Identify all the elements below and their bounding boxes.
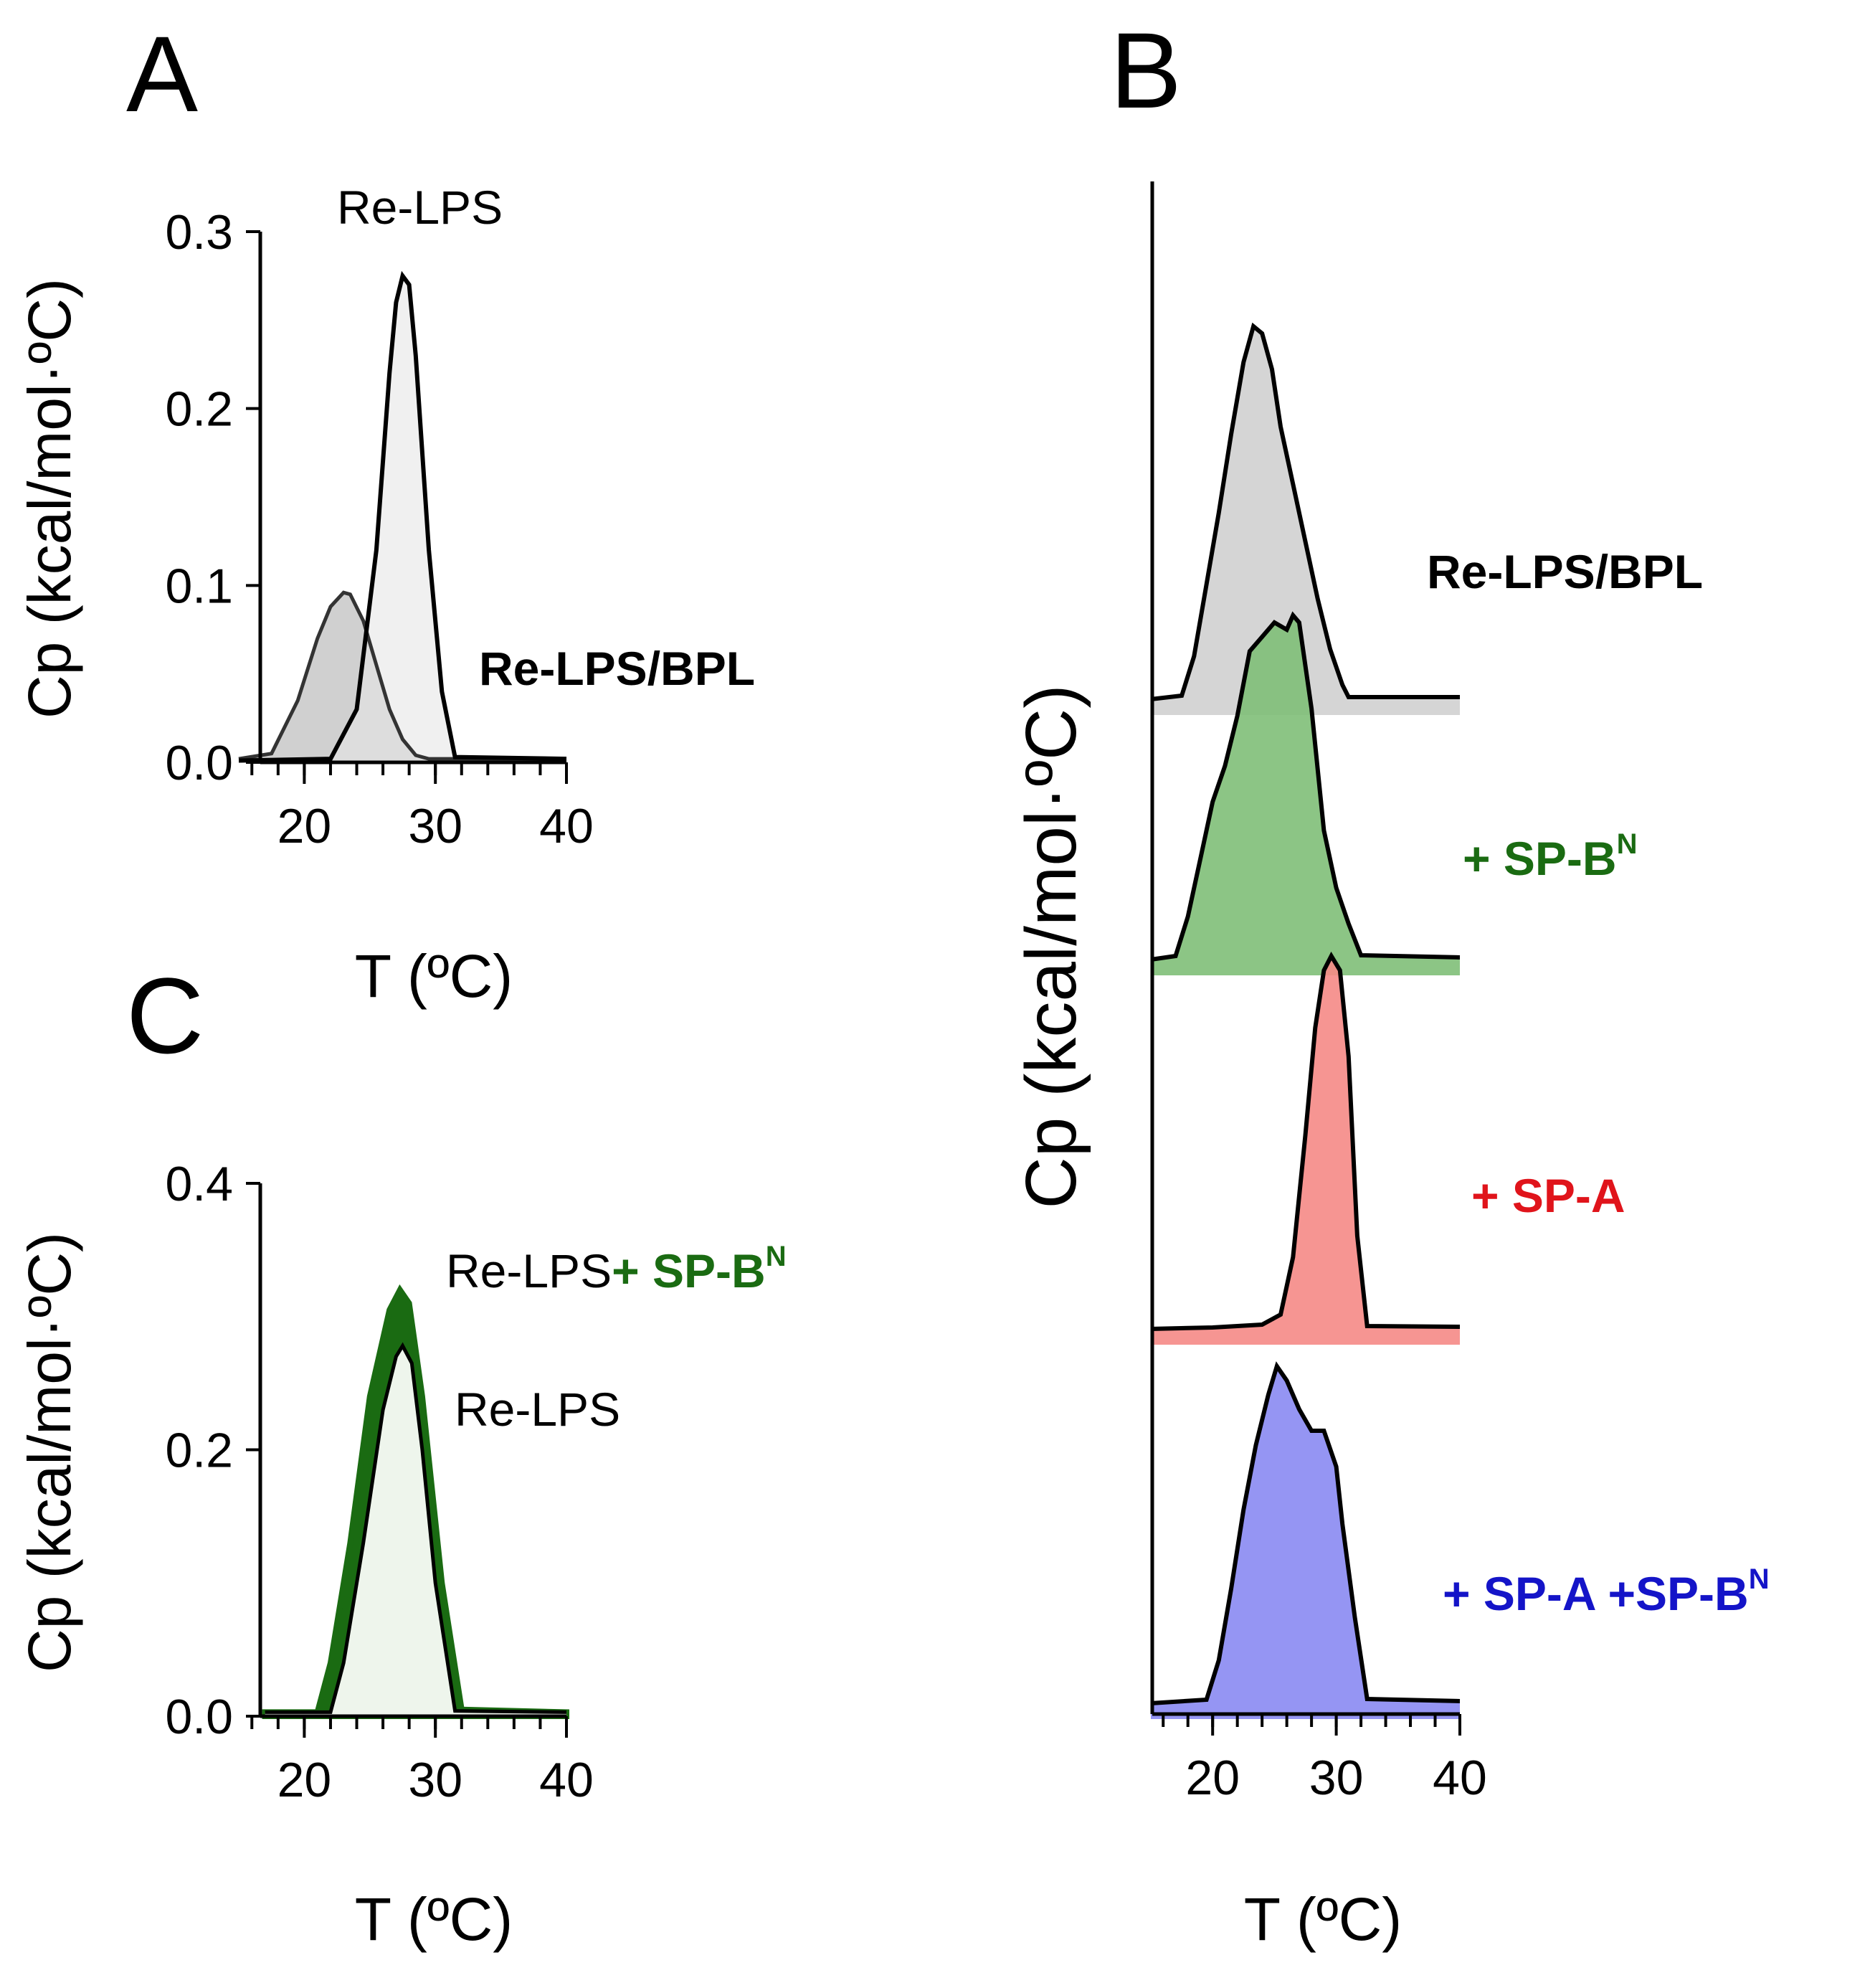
panel-a-label-re-lps: Re-LPS (337, 181, 503, 234)
panel-c-y-tick-label: 0.2 (165, 1424, 233, 1478)
panel-c-x-tick-label: 20 (277, 1753, 332, 1807)
panel-b-line-sp-bn (1150, 611, 1461, 962)
panel-c-label-re-lps: Re-LPS (455, 1383, 620, 1436)
panel-b-area-re-lps-bpl (1151, 326, 1460, 715)
panel-c-re-lps-area (265, 1345, 566, 1716)
panel-label-b: B (1110, 10, 1182, 131)
panel-b-line-re-lps-bpl (1150, 322, 1460, 701)
panel-a-ticks: 20 30 40 0.0 0.1 0.2 0.3 (165, 205, 593, 853)
panel-b-label-sp-a: + SP-A (1471, 1169, 1625, 1222)
panel-a-y-tick-label: 0.3 (165, 205, 233, 260)
panel-b-label-text: + SP-A +SP-B (1443, 1567, 1749, 1620)
panel-b-labels: Re-LPS/BPL+ SP-BN+ SP-A+ SP-A +SP-BN (1427, 545, 1770, 1620)
panel-b-label-text: + SP-B (1463, 832, 1617, 885)
panel-c-y-tick-label: 0.0 (165, 1690, 233, 1744)
panel-b-label-sp-a-sp-bn: + SP-A +SP-BN (1443, 1563, 1770, 1620)
panel-a-y-tick-label: 0.2 (165, 382, 233, 437)
panel-b-line-sp-a (1150, 951, 1461, 1331)
panel-b-area-sp-a-sp-bn (1151, 1366, 1460, 1719)
panel-a: 20 30 40 0.0 0.1 0.2 0.3 Re-LPS Re-LPS/BPL T (… (16, 181, 755, 1010)
panel-label-a: A (126, 14, 198, 134)
panel-label-c: C (126, 955, 204, 1076)
panel-b-area-sp-bn (1151, 615, 1460, 975)
panel-c-ticks: 20 30 40 0.0 0.2 0.4 (165, 1157, 593, 1807)
panel-a-re-lps-line (238, 270, 567, 763)
panel-b-label-text: Re-LPS/BPL (1427, 545, 1703, 598)
panel-c-re-lps-line (265, 1342, 567, 1714)
panel-b-label-re-lps-bpl: Re-LPS/BPL (1427, 545, 1703, 598)
panel-b-label-sup: N (1749, 1563, 1770, 1595)
panel-c-label-top-prefix: Re-LPS (446, 1244, 612, 1297)
panel-c-plot-area (262, 1284, 569, 1719)
panel-b-x-tick-label: 40 (1433, 1751, 1487, 1805)
panel-c-label-top: Re-LPS+ SP-BN (446, 1241, 787, 1297)
panel-a-y-title: Cp (kcal/mol·ºC) (16, 278, 83, 719)
panel-c-x-tick-label: 40 (539, 1753, 594, 1807)
panel-a-x-tick-label: 30 (408, 799, 462, 853)
panel-c-x-title: T (ºC) (355, 1885, 513, 1953)
panel-b-plot-area (1150, 322, 1461, 1719)
panel-a-label-re-lps-bpl: Re-LPS/BPL (479, 642, 755, 695)
panel-b-label-sup: N (1617, 828, 1638, 860)
panel-b-x-tick-label: 30 (1309, 1751, 1364, 1805)
panel-a-plot-area (238, 270, 567, 763)
panel-c-label-top-sup: N (766, 1241, 787, 1272)
panel-b-x-tick-label: 20 (1185, 1751, 1240, 1805)
panel-b: 20 30 40 Re-LPS/BPL+ SP-BN+ SP-A+ SP-A +SP… (1011, 181, 1770, 1953)
panel-c: 20 30 400.00.20.4 Re-LPS+ SP-BN Re-LPS T (… (16, 1157, 787, 1953)
panel-c-y-title: Cp (kcal/mol·ºC) (16, 1232, 83, 1672)
panel-a-y-tick-label: 0.1 (165, 559, 233, 613)
panel-c-x-tick-label: 30 (408, 1753, 462, 1807)
panel-c-label-top-green: + SP-B (612, 1244, 766, 1297)
panel-b-y-title: Cp (kcal/mol·ºC) (1011, 684, 1091, 1208)
panel-a-bpl-line (238, 590, 566, 761)
panel-a-x-title: T (ºC) (355, 942, 513, 1010)
panel-a-x-tick-label: 20 (277, 799, 332, 853)
panel-b-x-title: T (ºC) (1244, 1885, 1402, 1953)
panel-b-label-text: + SP-A (1471, 1169, 1625, 1222)
panel-b-ticks: 20 30 40 (1162, 1714, 1487, 1805)
panel-a-re-lps-area (239, 275, 566, 762)
panel-a-y-tick-label: 0.0 (165, 736, 233, 790)
panel-c-y-tick-label: 0.4 (165, 1157, 233, 1211)
panel-b-label-sp-bn: + SP-BN (1463, 828, 1637, 885)
panel-b-line-sp-a-sp-bn (1150, 1361, 1461, 1705)
panel-a-x-tick-label: 40 (539, 799, 594, 853)
